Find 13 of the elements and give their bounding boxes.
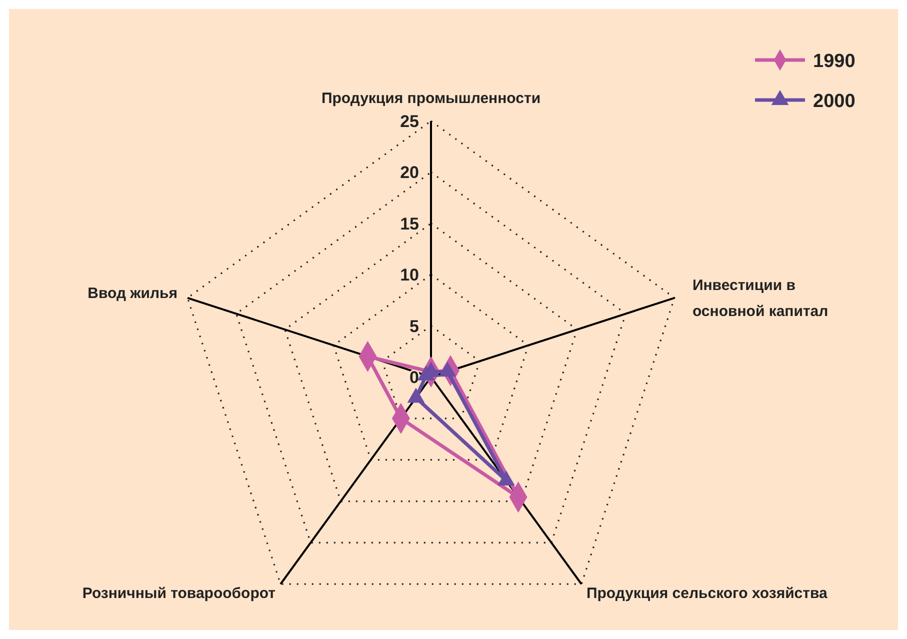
y-tick-label: 10 (400, 266, 419, 285)
spoke-label: Инвестиции в основной капитал (692, 276, 828, 320)
y-tick-label: 15 (400, 214, 419, 234)
legend-label: 2000 (813, 91, 856, 112)
y-tick-label: 0 (410, 368, 419, 387)
spoke-label: Продукция сельского хозяйства (586, 585, 828, 602)
legend-label: 1990 (813, 51, 856, 72)
y-tick-label: 5 (410, 316, 419, 336)
spoke-label: Продукция промышленности (321, 90, 541, 107)
spoke-label: Розничный товарооборот (82, 585, 276, 602)
spoke-label: Ввод жилья (88, 284, 178, 302)
y-tick-label: 20 (400, 163, 419, 182)
y-tick-label: 25 (400, 112, 419, 131)
